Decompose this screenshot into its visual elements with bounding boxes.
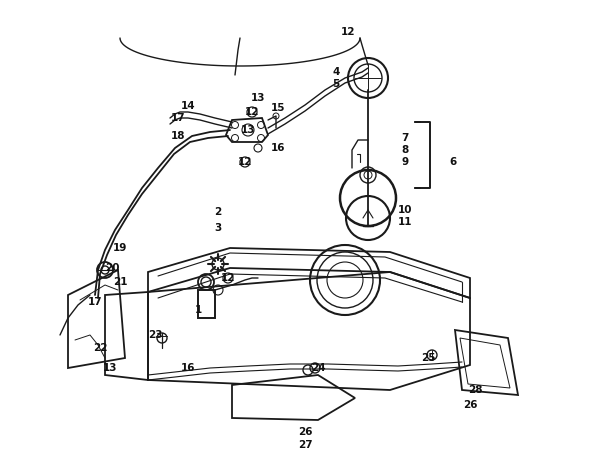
Text: 28: 28 [468, 385, 482, 395]
Text: 17: 17 [88, 297, 102, 307]
Text: 24: 24 [311, 363, 326, 373]
Text: 3: 3 [214, 223, 222, 233]
Text: 10: 10 [398, 205, 412, 215]
Text: 7: 7 [401, 133, 409, 143]
Text: 21: 21 [113, 277, 127, 287]
Text: 26: 26 [298, 427, 312, 437]
Text: 26: 26 [463, 400, 477, 410]
Text: 11: 11 [398, 217, 412, 227]
Text: 12: 12 [221, 273, 235, 283]
Text: 22: 22 [93, 343, 107, 353]
Text: 27: 27 [297, 440, 312, 450]
Text: 19: 19 [113, 243, 127, 253]
Text: 23: 23 [147, 330, 162, 340]
Text: 16: 16 [181, 363, 195, 373]
Text: 20: 20 [105, 263, 119, 273]
Text: 12: 12 [245, 107, 259, 117]
Text: 4: 4 [332, 67, 340, 77]
Text: 2: 2 [214, 207, 222, 217]
Text: 12: 12 [341, 27, 355, 37]
Text: 13: 13 [251, 93, 265, 103]
Text: 14: 14 [181, 101, 195, 111]
Text: 13: 13 [241, 125, 255, 135]
Text: 17: 17 [171, 113, 185, 123]
Text: 18: 18 [171, 131, 185, 141]
Text: 6: 6 [449, 157, 457, 167]
Text: 5: 5 [332, 79, 340, 89]
Text: 25: 25 [421, 353, 435, 363]
Text: 12: 12 [237, 157, 252, 167]
Text: 13: 13 [103, 363, 118, 373]
Text: 16: 16 [271, 143, 285, 153]
Text: 9: 9 [401, 157, 409, 167]
Text: 8: 8 [401, 145, 409, 155]
Text: 1: 1 [195, 305, 201, 315]
Text: 15: 15 [271, 103, 285, 113]
